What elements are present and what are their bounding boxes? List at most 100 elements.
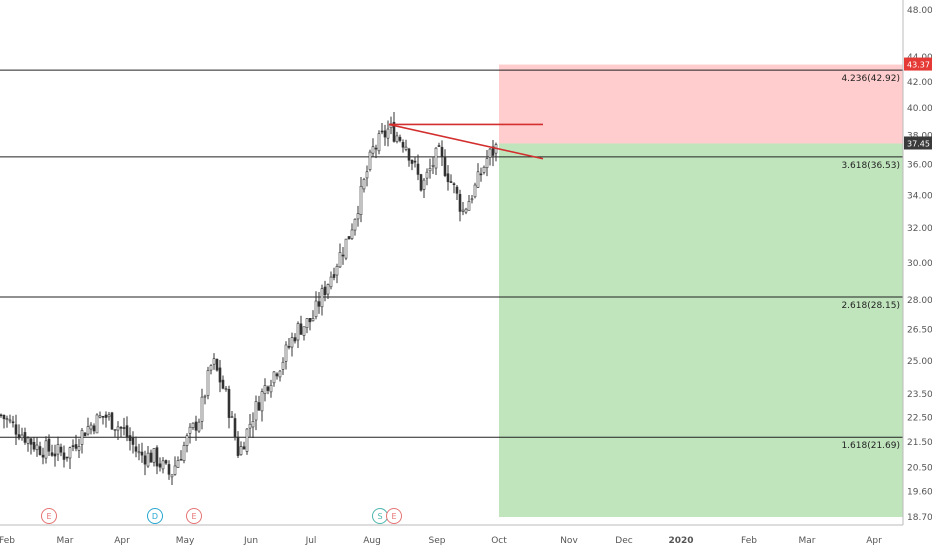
event-badge[interactable] [386, 508, 402, 524]
candle-body [245, 428, 249, 452]
candle-body [185, 435, 189, 446]
candle [443, 149, 447, 178]
candle [17, 424, 21, 441]
candle [386, 120, 390, 147]
event-marker-e[interactable]: E [41, 508, 57, 524]
trendline-0[interactable] [388, 123, 544, 160]
event-badge[interactable] [186, 508, 202, 524]
candle [179, 450, 183, 461]
candle [266, 385, 270, 395]
candle-body [314, 300, 318, 318]
event-marker-d[interactable]: D [147, 508, 163, 524]
time-tick-label: Apr [114, 536, 130, 546]
candle [173, 456, 177, 476]
candle-body [305, 318, 309, 328]
candle-body [203, 395, 207, 398]
candle-body [422, 179, 426, 190]
event-badge[interactable] [147, 508, 163, 524]
time-tick-label: Jul [305, 536, 317, 546]
candle-body [134, 446, 138, 452]
candle [218, 360, 222, 393]
candle-body [272, 371, 276, 384]
event-marker-e[interactable]: E [186, 508, 202, 524]
candle [212, 353, 216, 370]
candle-body [44, 440, 48, 459]
candle [161, 457, 165, 474]
last-price-badge[interactable] [904, 136, 932, 150]
candle [344, 238, 348, 261]
time-axis[interactable]: Feb Mar Apr May Jun Jul Aug Sep Oct Nov Dec 2020 Feb… [0, 524, 932, 550]
price-tick-label: 30.00 [907, 259, 932, 269]
candle-body [380, 130, 384, 133]
candle-body [446, 173, 450, 183]
candle-body [95, 414, 99, 434]
price-tick-label: 28.00 [907, 296, 932, 306]
candle-body [176, 460, 180, 468]
candle-body [293, 337, 297, 342]
time-tick-label: Feb [741, 536, 757, 546]
price-axis-background [903, 0, 932, 550]
candle [143, 450, 147, 476]
candle-body [101, 415, 105, 418]
candle [125, 416, 129, 442]
time-tick-label: Sep [429, 536, 446, 546]
candle-body [407, 148, 411, 161]
candle-body [167, 464, 171, 475]
event-badge[interactable] [41, 508, 57, 524]
candle [269, 379, 273, 398]
fib-levels: 4.236(42.92) 3.618(36.53) 2.618(28.15) 1.61… [0, 69, 903, 451]
candle [461, 201, 465, 216]
candle-body [35, 444, 39, 451]
candle-body [338, 252, 342, 268]
event-marker-s[interactable]: S [372, 508, 388, 524]
candle [35, 436, 39, 457]
candle-body [443, 157, 447, 176]
candle [338, 243, 342, 268]
candle [362, 177, 366, 193]
take-profit-zone[interactable] [499, 143, 903, 518]
candle-body [71, 445, 75, 447]
candle-body [491, 146, 495, 156]
candle [356, 205, 360, 227]
position-zones [499, 64, 903, 518]
candle [128, 427, 132, 451]
candle-body [233, 418, 237, 438]
candle-body [437, 145, 441, 147]
fib-label-3: 1.618(21.69) [841, 441, 900, 451]
candle [428, 158, 432, 179]
trendlines[interactable] [388, 123, 544, 160]
candle [221, 375, 225, 390]
stop-loss-zone[interactable] [499, 64, 903, 144]
candle [101, 415, 105, 425]
candle-body [14, 424, 18, 435]
candle [59, 443, 63, 457]
alert-price-badge[interactable] [904, 57, 932, 71]
candle-body [482, 166, 486, 173]
event-marker-e[interactable]: E [386, 508, 402, 524]
candle-body [341, 254, 345, 257]
candlesticks [0, 111, 498, 485]
candle-body [47, 438, 51, 452]
candle-body [188, 426, 192, 434]
candle-body [92, 425, 96, 432]
candle-body [140, 451, 144, 456]
candle-body [461, 209, 465, 212]
candle [398, 134, 402, 143]
candle [86, 417, 90, 436]
price-axis[interactable]: 48.0044.0042.0040.0038.0036.0034.0032.00… [902, 0, 932, 550]
candle-body [269, 384, 273, 393]
candle-body [74, 444, 78, 449]
candle [131, 431, 135, 454]
candle-body [128, 435, 132, 441]
candle [305, 318, 309, 334]
candle [185, 433, 189, 453]
candle-body [302, 326, 306, 336]
candle-body [428, 167, 432, 172]
last-price-text: 37.45 [907, 139, 930, 148]
price-tick-label: 22.50 [907, 414, 932, 424]
candle [467, 195, 471, 211]
candle [377, 130, 381, 155]
price-tick-label: 48.00 [907, 6, 932, 16]
